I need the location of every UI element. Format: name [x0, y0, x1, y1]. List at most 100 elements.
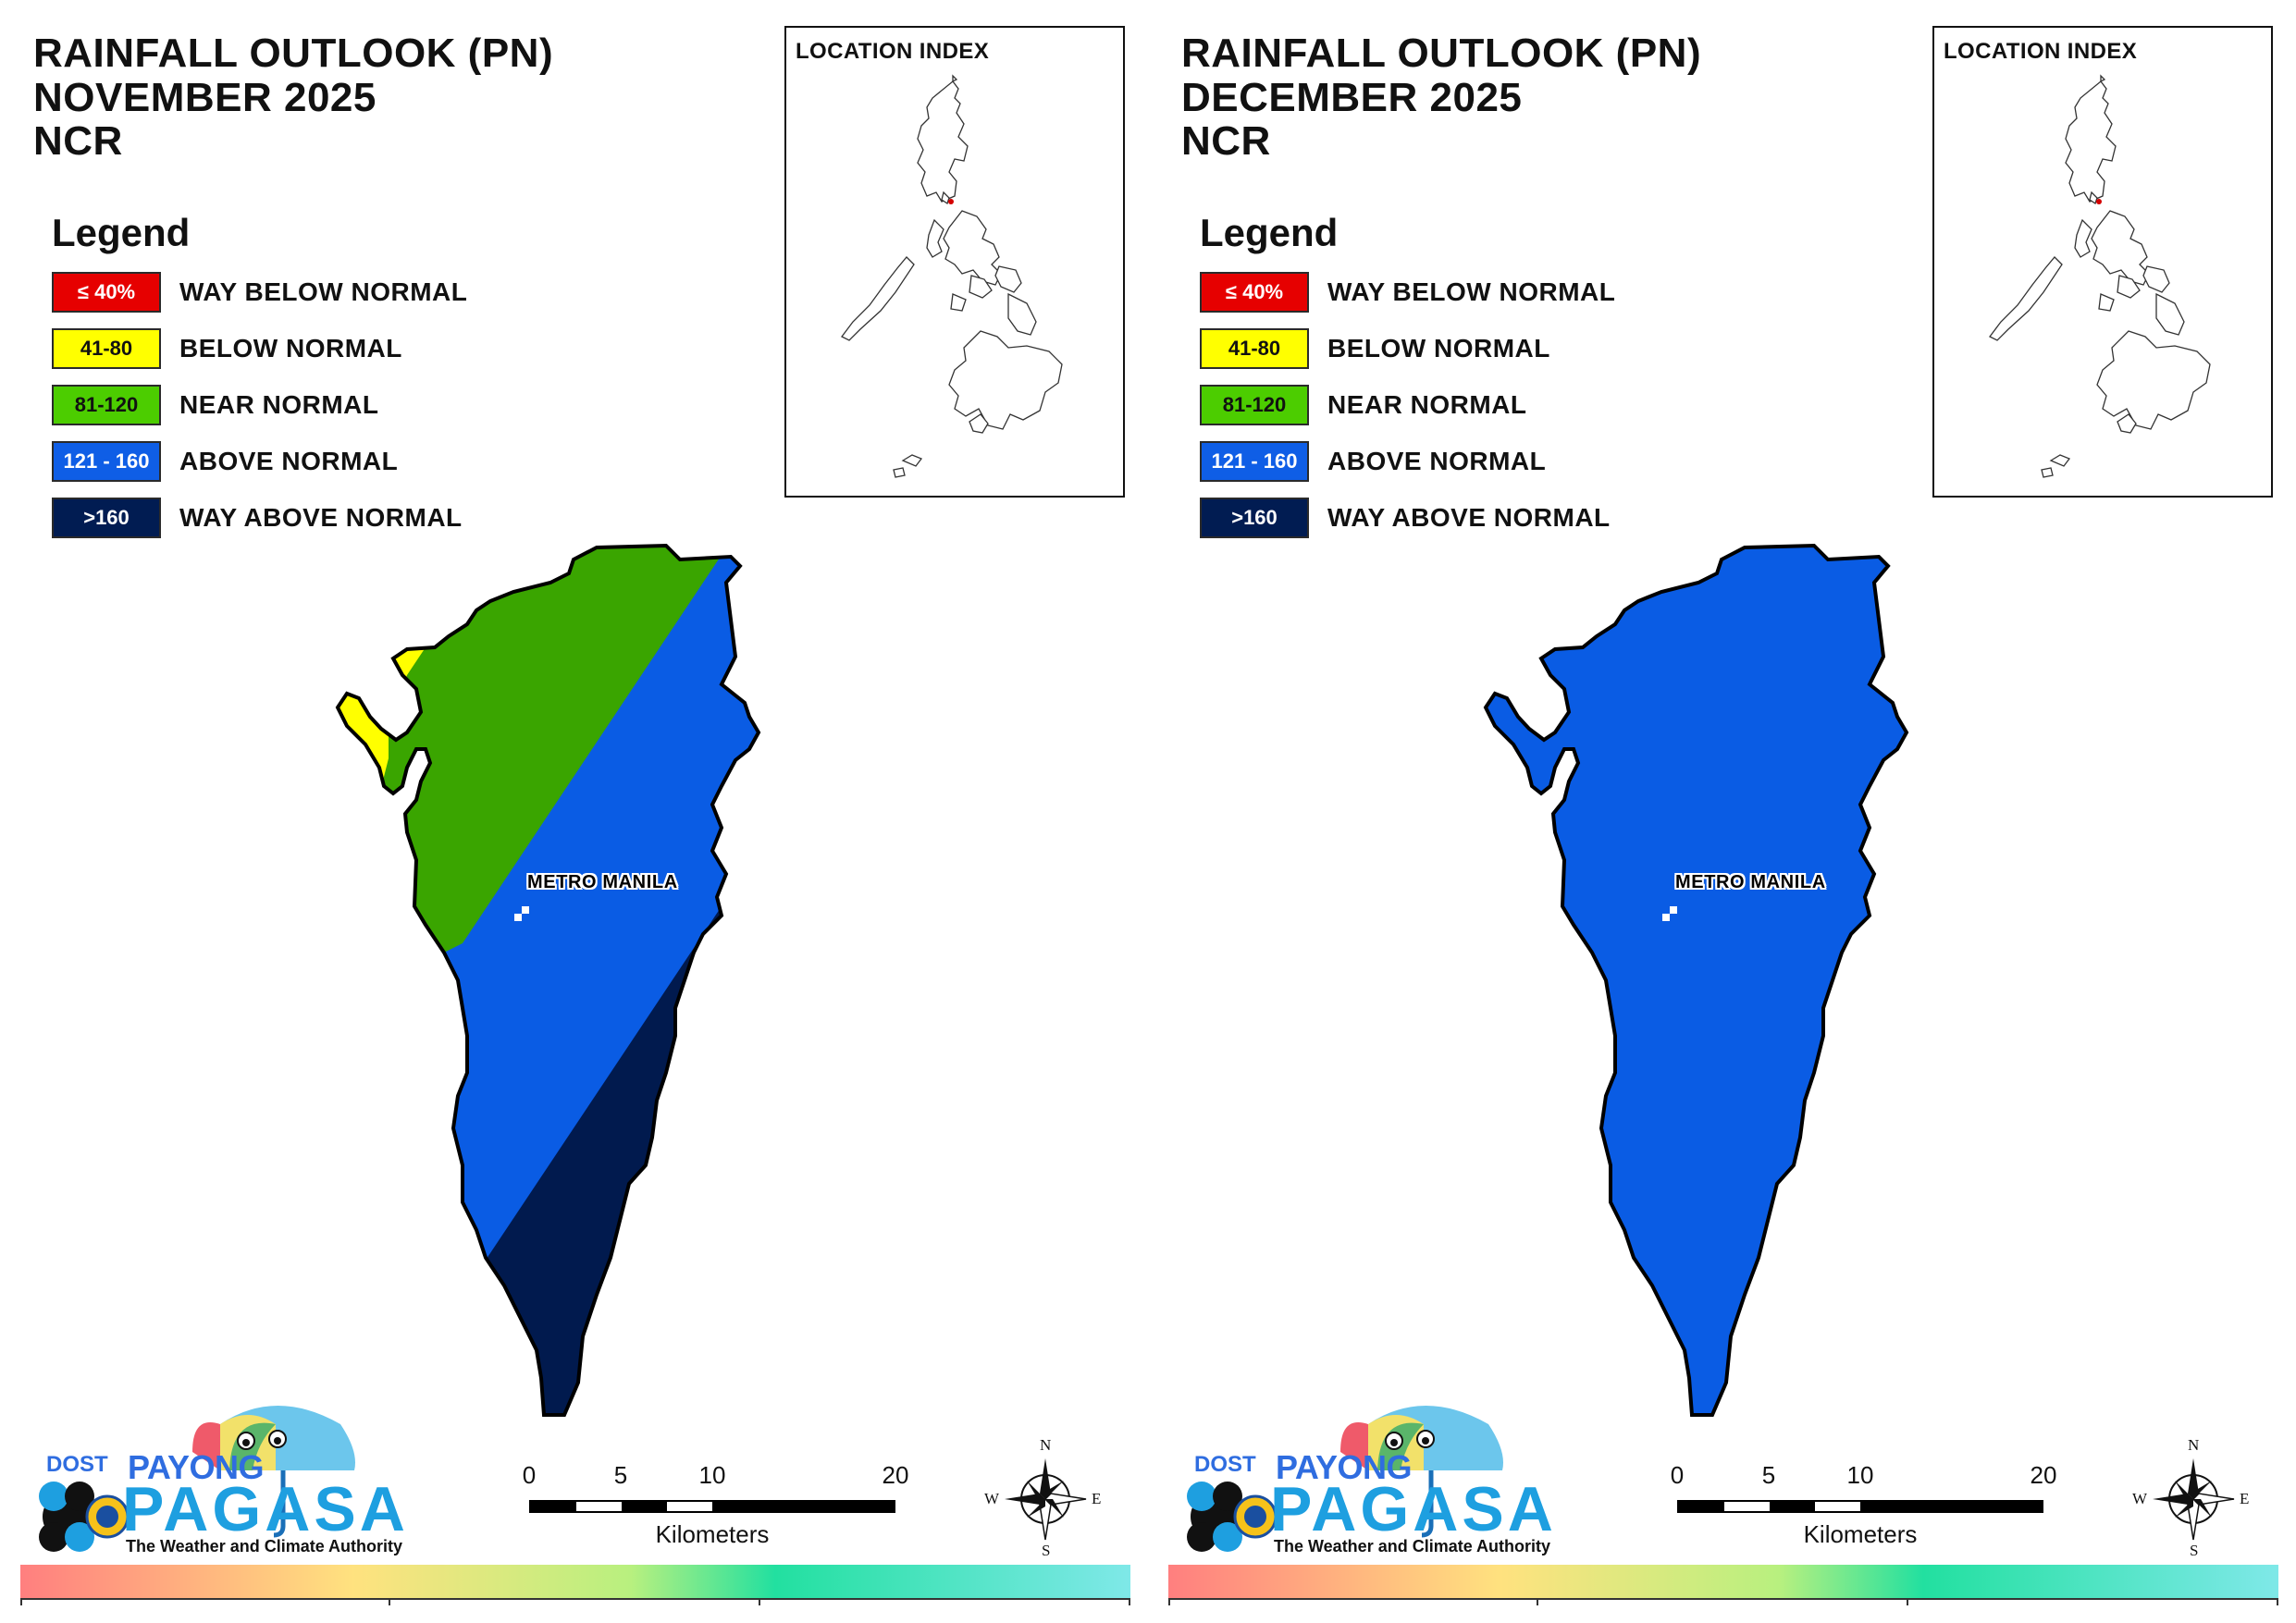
scale-bar-graphic [529, 1500, 895, 1513]
legend-label: NEAR NORMAL [179, 390, 379, 419]
above-normal-zone [1483, 543, 1909, 1417]
ncr-rainfall-map: METRO MANILA [315, 518, 833, 1424]
panel-december: RAINFALL OUTLOOK (PN) DECEMBER 2025 NCR … [1148, 0, 2296, 1623]
logo-pagasa-text: PAGASA [122, 1474, 409, 1544]
legend: Legend ≤ 40% WAY BELOW NORMAL 41-80 BELO… [1200, 211, 1625, 554]
compass-west-label: W [2132, 1490, 2148, 1507]
title-line-1: RAINFALL OUTLOOK (PN) [33, 31, 554, 76]
logo-dost-text: DOST [1194, 1452, 1256, 1477]
legend-swatch: 41-80 [1200, 328, 1309, 369]
legend-swatch: 41-80 [52, 328, 161, 369]
logo-dost-text: DOST [46, 1452, 108, 1477]
legend-label: WAY BELOW NORMAL [179, 277, 468, 306]
legend-swatch: 81-120 [52, 385, 161, 425]
compass-east-label: E [1092, 1490, 1102, 1507]
legend-label: WAY ABOVE NORMAL [179, 503, 463, 532]
legend-label: WAY ABOVE NORMAL [1327, 503, 1611, 532]
scale-unit-label: Kilometers [1803, 1520, 1918, 1548]
compass-south-label: S [2190, 1542, 2199, 1559]
map-label-metro-manila: METRO MANILA [527, 872, 678, 892]
legend-item-below: 41-80 BELOW NORMAL [52, 328, 477, 375]
ncr-map-svg [335, 543, 761, 1417]
legend-item-above: 121 - 160 ABOVE NORMAL [52, 441, 477, 487]
legend-item-way-below: ≤ 40% WAY BELOW NORMAL [1200, 272, 1625, 318]
location-index-title: LOCATION INDEX [1944, 39, 2138, 64]
legend-swatch: ≤ 40% [52, 272, 161, 313]
payong-pagasa-logo: DOST PAYONG PAGASA The Weather and Clima… [1183, 1387, 1553, 1563]
north-arrow-compass: N E S W [2132, 1436, 2250, 1559]
payong-pagasa-logo: DOST PAYONG PAGASA The Weather and Clima… [35, 1387, 405, 1563]
legend-title: Legend [1200, 211, 1339, 254]
logo-payong-text: PAYONG [128, 1448, 265, 1486]
footer-strip-ticks [20, 1598, 1130, 1605]
map-title: RAINFALL OUTLOOK (PN) DECEMBER 2025 NCR [1181, 31, 1701, 164]
compass-west-label: W [984, 1490, 1000, 1507]
legend-swatch: >160 [52, 498, 161, 538]
legend: Legend ≤ 40% WAY BELOW NORMAL 41-80 BELO… [52, 211, 477, 554]
title-line-2: DECEMBER 2025 [1181, 74, 1523, 120]
compass-south-label: S [1042, 1542, 1051, 1559]
title-line-3: NCR [33, 118, 123, 165]
ncr-boundary [335, 543, 761, 1417]
compass-rose-icon [2153, 1458, 2235, 1541]
title-line-2: NOVEMBER 2025 [33, 74, 376, 120]
ncr-rainfall-map: METRO MANILA [1463, 518, 1981, 1424]
footer-gradient-strip [20, 1565, 1130, 1600]
logo-payong-text: PAYONG [1276, 1448, 1413, 1486]
title-line-1: RAINFALL OUTLOOK (PN) [1181, 31, 1702, 76]
umbrella-logo-icon [39, 1406, 355, 1552]
scale-tick-label: 5 [1761, 1461, 1776, 1489]
map-point-marker [1662, 914, 1670, 921]
legend-label: ABOVE NORMAL [1327, 447, 1547, 475]
umbrella-logo-icon [1187, 1406, 1503, 1552]
logo-pagasa-text: PAGASA [1270, 1474, 1557, 1544]
scale-tick-label: 5 [613, 1461, 628, 1489]
scale-bar: 0 5 10 20 Kilometers [1666, 1461, 2057, 1554]
map-point-marker [514, 914, 522, 921]
panel-november: RAINFALL OUTLOOK (PN) NOVEMBER 2025 NCR … [20, 26, 1130, 1605]
scale-tick-label: 0 [522, 1461, 537, 1489]
legend-item-below: 41-80 BELOW NORMAL [1200, 328, 1625, 375]
legend-swatch: >160 [1200, 498, 1309, 538]
location-index-title: LOCATION INDEX [796, 39, 990, 64]
philippines-outline-map [1989, 74, 2211, 478]
ncr-marker-icon [2096, 199, 2102, 204]
scale-tick-label: 10 [698, 1461, 726, 1489]
legend-item-way-below: ≤ 40% WAY BELOW NORMAL [52, 272, 477, 318]
map-point-marker [522, 906, 529, 914]
footer-gradient-strip [1168, 1565, 2278, 1600]
logo-tagline: The Weather and Climate Authority [126, 1537, 403, 1555]
location-index-inset: LOCATION INDEX [1932, 26, 2273, 498]
scale-tick-label: 0 [1670, 1461, 1685, 1489]
ncr-map-svg [1483, 543, 1909, 1417]
legend-item-way-above: >160 WAY ABOVE NORMAL [1200, 498, 1625, 544]
scale-unit-label: Kilometers [655, 1520, 770, 1548]
logo-tagline: The Weather and Climate Authority [1274, 1537, 1551, 1555]
map-point-marker [1670, 906, 1677, 914]
legend-swatch: 81-120 [1200, 385, 1309, 425]
ncr-marker-icon [948, 199, 954, 204]
legend-label: ABOVE NORMAL [179, 447, 399, 475]
footer-strip-ticks [1168, 1598, 2278, 1605]
compass-rose-icon [1005, 1458, 1087, 1541]
legend-swatch: 121 - 160 [52, 441, 161, 482]
compass-north-label: N [2188, 1436, 2200, 1454]
map-label-metro-manila: METRO MANILA [1675, 872, 1826, 892]
map-title: RAINFALL OUTLOOK (PN) NOVEMBER 2025 NCR [33, 31, 553, 164]
compass-north-label: N [1040, 1436, 1052, 1454]
scale-tick-label: 10 [1846, 1461, 1874, 1489]
legend-item-above: 121 - 160 ABOVE NORMAL [1200, 441, 1625, 487]
legend-label: BELOW NORMAL [1327, 334, 1550, 363]
title-line-3: NCR [1181, 118, 1271, 165]
legend-label: NEAR NORMAL [1327, 390, 1527, 419]
legend-swatch: ≤ 40% [1200, 272, 1309, 313]
scale-bar-graphic [1677, 1500, 2043, 1513]
legend-swatch: 121 - 160 [1200, 441, 1309, 482]
scale-bar: 0 5 10 20 Kilometers [518, 1461, 909, 1554]
legend-title: Legend [52, 211, 191, 254]
legend-item-near: 81-120 NEAR NORMAL [52, 385, 477, 431]
legend-label: BELOW NORMAL [179, 334, 402, 363]
scale-tick-label: 20 [882, 1461, 909, 1489]
compass-east-label: E [2240, 1490, 2250, 1507]
location-index-inset: LOCATION INDEX [784, 26, 1125, 498]
